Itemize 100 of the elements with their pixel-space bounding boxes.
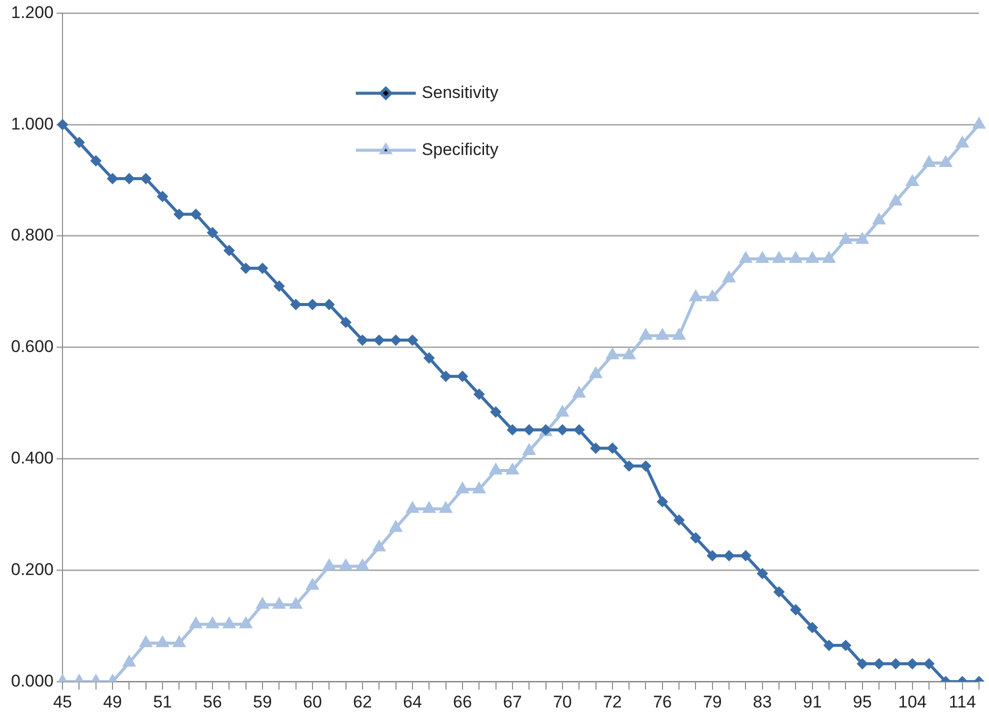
legend-label: Specificity xyxy=(422,140,499,159)
x-tick-label: 67 xyxy=(502,692,522,712)
point xyxy=(289,597,302,609)
point xyxy=(490,406,502,418)
point xyxy=(190,208,202,220)
point xyxy=(756,568,768,580)
point xyxy=(272,597,286,609)
x-tick-label: 56 xyxy=(203,692,222,712)
point xyxy=(739,251,752,263)
point xyxy=(874,658,885,670)
point xyxy=(872,212,886,224)
point xyxy=(107,173,118,184)
x-tick-label: 51 xyxy=(153,692,172,712)
point xyxy=(574,424,585,436)
x-tick-label: 95 xyxy=(852,692,872,712)
point xyxy=(157,190,168,202)
x-tick-label: 114 xyxy=(948,692,976,712)
point xyxy=(57,119,68,130)
point xyxy=(474,388,485,400)
point xyxy=(356,334,368,346)
x-tick-label: 62 xyxy=(353,692,372,712)
point xyxy=(124,173,135,184)
x-tick-label: 79 xyxy=(702,692,722,712)
point xyxy=(256,597,270,609)
x-tick-label: 64 xyxy=(403,692,422,712)
point xyxy=(740,550,752,562)
point xyxy=(590,442,602,454)
x-tick-label: 91 xyxy=(802,692,822,712)
point xyxy=(839,232,852,244)
point xyxy=(856,232,869,244)
point xyxy=(556,405,569,417)
point xyxy=(972,117,986,129)
point xyxy=(139,636,152,648)
point xyxy=(924,658,935,670)
point xyxy=(722,270,736,282)
point xyxy=(389,520,402,532)
point xyxy=(939,156,952,168)
point xyxy=(906,174,919,186)
point xyxy=(706,550,718,562)
point xyxy=(606,442,618,454)
point xyxy=(522,444,536,455)
point xyxy=(956,136,969,148)
point xyxy=(374,334,385,346)
point xyxy=(90,155,102,166)
point xyxy=(440,370,452,382)
point xyxy=(140,173,152,184)
y-tick-label: 0.600 xyxy=(10,337,54,356)
legend-label: Sensitivity xyxy=(422,82,499,102)
point xyxy=(74,136,85,148)
point xyxy=(724,550,735,562)
point xyxy=(372,540,386,552)
y-tick-label: 1.200 xyxy=(10,2,54,22)
x-tick-label: 70 xyxy=(552,692,572,712)
point xyxy=(422,501,436,513)
point xyxy=(689,290,702,302)
x-tick-label: 76 xyxy=(652,692,672,712)
point xyxy=(224,244,235,256)
point xyxy=(824,640,835,651)
point xyxy=(322,558,336,570)
point xyxy=(690,532,702,544)
point xyxy=(656,496,668,508)
point xyxy=(789,251,802,263)
point xyxy=(156,636,170,648)
point xyxy=(840,640,852,651)
point xyxy=(456,370,468,382)
point xyxy=(906,658,918,670)
point xyxy=(822,251,836,263)
point xyxy=(889,194,902,206)
x-tick-label: 72 xyxy=(602,692,622,712)
point xyxy=(274,280,285,292)
point xyxy=(624,460,635,472)
point xyxy=(356,558,370,570)
x-tick-label: 83 xyxy=(752,692,772,712)
x-tick-label: 59 xyxy=(253,692,272,712)
point xyxy=(174,208,185,220)
point xyxy=(572,386,586,398)
point xyxy=(672,328,686,340)
point xyxy=(306,299,318,310)
point xyxy=(306,578,320,590)
y-tick-label: 1.000 xyxy=(10,114,54,134)
x-tick-label: 66 xyxy=(452,692,472,712)
point xyxy=(506,424,518,436)
point xyxy=(806,251,819,263)
point xyxy=(122,655,136,667)
point xyxy=(639,328,652,340)
point xyxy=(340,316,352,328)
x-tick-label: 60 xyxy=(303,692,322,712)
point xyxy=(240,262,252,274)
point xyxy=(506,462,519,474)
point xyxy=(774,586,785,598)
point xyxy=(706,290,719,302)
point xyxy=(524,424,535,436)
x-tick-label: 45 xyxy=(53,692,72,712)
x-tick-label: 49 xyxy=(103,692,122,712)
point xyxy=(606,348,619,360)
point xyxy=(806,622,818,634)
point xyxy=(439,501,452,513)
point xyxy=(390,334,402,346)
point xyxy=(790,604,802,616)
point xyxy=(324,299,335,310)
